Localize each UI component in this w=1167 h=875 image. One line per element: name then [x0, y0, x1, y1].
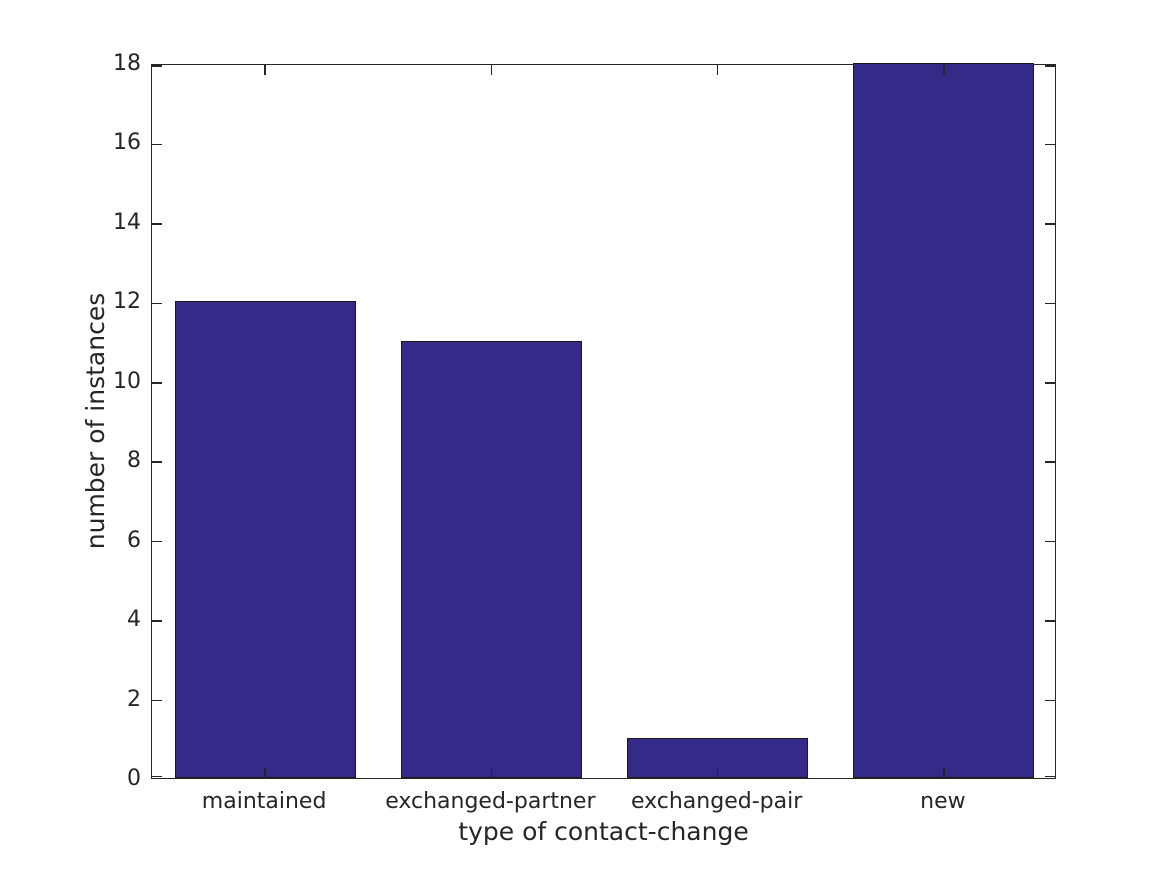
x-tick-bottom — [490, 768, 493, 778]
plot-area — [151, 63, 1056, 779]
y-tick-left — [152, 223, 162, 225]
y-tick-left — [152, 65, 162, 67]
y-tick-label: 6 — [127, 527, 141, 553]
x-tick-label-new: new — [920, 789, 966, 814]
x-tick-label-maintained: maintained — [201, 789, 327, 814]
bar-new — [853, 63, 1035, 778]
y-tick-left — [152, 620, 162, 622]
y-tick-label: 14 — [113, 209, 141, 235]
x-tick-top — [943, 65, 945, 75]
y-tick-label: 2 — [127, 686, 141, 712]
x-tick-bottom — [943, 768, 945, 778]
y-tick-label: 18 — [113, 51, 141, 76]
x-axis-label: type of contact-change — [458, 817, 749, 846]
y-tick-left — [152, 143, 162, 146]
y-tick-left — [152, 302, 162, 305]
y-tick-label: 10 — [113, 368, 141, 394]
x-tick-top — [716, 65, 719, 75]
y-tick-left — [152, 461, 162, 463]
y-tick-right — [1045, 461, 1055, 463]
y-tick-label: 4 — [127, 607, 141, 633]
y-tick-right — [1045, 620, 1055, 622]
bar-exchanged-partner — [400, 341, 582, 778]
x-tick-label-exchanged-partner: exchanged-partner — [385, 789, 596, 814]
y-tick-right — [1045, 540, 1055, 543]
x-tick-bottom — [264, 768, 266, 778]
y-tick-label: 12 — [113, 289, 141, 315]
y-tick-label: 8 — [127, 448, 141, 474]
y-axis-label: number of instances — [81, 292, 110, 550]
x-tick-bottom — [716, 768, 719, 778]
x-tick-top — [264, 65, 266, 75]
y-tick-left — [152, 540, 162, 543]
y-tick-right — [1045, 775, 1055, 777]
x-tick-top — [490, 65, 493, 75]
y-tick-left — [152, 775, 162, 777]
y-tick-left — [152, 382, 162, 384]
y-tick-left — [152, 699, 162, 702]
bar-maintained — [174, 301, 356, 778]
y-tick-label: 0 — [127, 766, 141, 791]
y-tick-right — [1045, 302, 1055, 305]
y-tick-right — [1045, 699, 1055, 702]
y-tick-right — [1045, 223, 1055, 225]
y-tick-right — [1045, 382, 1055, 384]
x-tick-label-exchanged-pair: exchanged-pair — [630, 789, 803, 814]
y-tick-right — [1045, 65, 1055, 67]
y-tick-label: 16 — [113, 130, 141, 156]
y-tick-right — [1045, 143, 1055, 146]
